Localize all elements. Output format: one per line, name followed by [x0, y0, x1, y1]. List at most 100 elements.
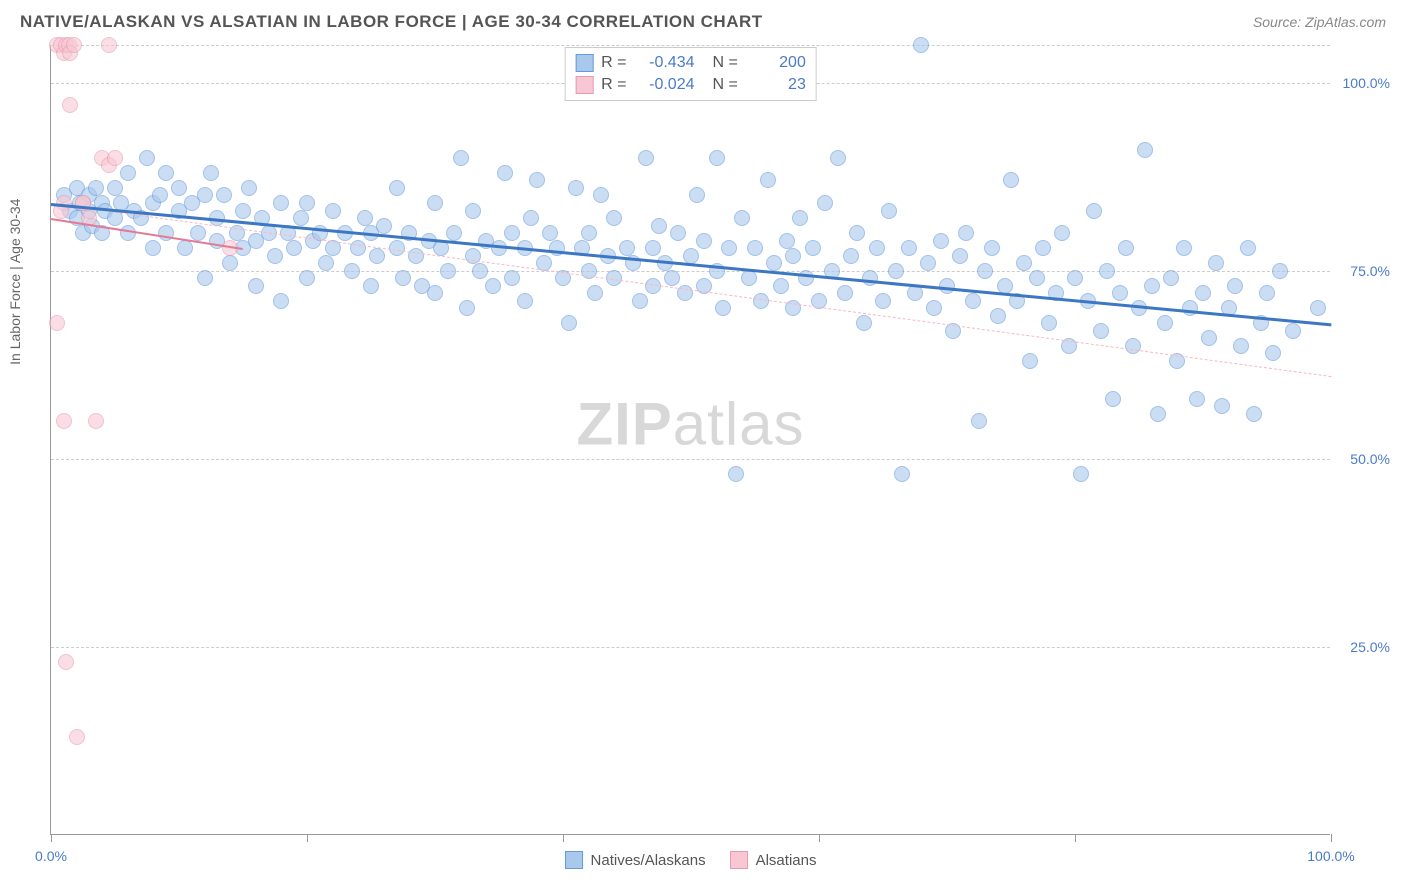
legend-n-label: N =: [713, 76, 738, 94]
data-point: [497, 165, 513, 181]
data-point: [766, 255, 782, 271]
data-point: [1137, 142, 1153, 158]
data-point: [408, 248, 424, 264]
chart-container: In Labor Force | Age 30-34 ZIPatlas R =-…: [50, 45, 1390, 835]
y-axis-label: In Labor Force | Age 30-34: [7, 199, 23, 365]
data-point: [606, 210, 622, 226]
legend-label: Natives/Alaskans: [591, 852, 706, 869]
data-point: [760, 172, 776, 188]
data-point: [459, 300, 475, 316]
data-point: [1016, 255, 1032, 271]
data-point: [990, 308, 1006, 324]
data-point: [325, 203, 341, 219]
data-point: [69, 729, 85, 745]
data-point: [869, 240, 885, 256]
data-point: [1214, 398, 1230, 414]
legend-n-label: N =: [713, 54, 738, 72]
data-point: [1118, 240, 1134, 256]
plot-area: ZIPatlas R =-0.434N =200R =-0.024N =23 N…: [50, 45, 1330, 835]
legend-swatch: [575, 76, 593, 94]
data-point: [107, 150, 123, 166]
data-point: [203, 165, 219, 181]
legend-r-value: -0.024: [635, 76, 695, 94]
data-point: [619, 240, 635, 256]
data-point: [645, 240, 661, 256]
data-point: [1246, 406, 1262, 422]
data-point: [920, 255, 936, 271]
legend-item: Alsatians: [730, 851, 817, 869]
data-point: [357, 210, 373, 226]
data-point: [350, 240, 366, 256]
data-point: [581, 225, 597, 241]
data-point: [773, 278, 789, 294]
data-point: [139, 150, 155, 166]
data-point: [88, 180, 104, 196]
data-point: [107, 180, 123, 196]
y-tick-label: 100.0%: [1335, 75, 1390, 91]
data-point: [664, 270, 680, 286]
y-tick-label: 50.0%: [1335, 451, 1390, 467]
gridline: [51, 459, 1330, 460]
gridline: [51, 647, 1330, 648]
data-point: [529, 172, 545, 188]
legend-label: Alsatians: [756, 852, 817, 869]
data-point: [1227, 278, 1243, 294]
data-point: [837, 285, 853, 301]
data-point: [1022, 353, 1038, 369]
data-point: [1157, 315, 1173, 331]
data-point: [875, 293, 891, 309]
data-point: [145, 240, 161, 256]
data-point: [856, 315, 872, 331]
data-point: [561, 315, 577, 331]
chart-header: NATIVE/ALASKAN VS ALSATIAN IN LABOR FORC…: [0, 0, 1406, 40]
data-point: [830, 150, 846, 166]
data-point: [56, 413, 72, 429]
data-point: [344, 263, 360, 279]
x-tick: [819, 834, 820, 842]
correlation-legend: R =-0.434N =200R =-0.024N =23: [564, 47, 817, 101]
legend-r-value: -0.434: [635, 54, 695, 72]
data-point: [785, 248, 801, 264]
x-tick: [51, 834, 52, 842]
data-point: [299, 195, 315, 211]
data-point: [1195, 285, 1211, 301]
data-point: [504, 270, 520, 286]
data-point: [894, 466, 910, 482]
data-point: [1176, 240, 1192, 256]
data-point: [1029, 270, 1045, 286]
data-point: [453, 150, 469, 166]
legend-swatch: [565, 851, 583, 869]
data-point: [984, 240, 1000, 256]
y-tick-label: 25.0%: [1335, 639, 1390, 655]
legend-swatch: [575, 54, 593, 72]
data-point: [427, 285, 443, 301]
data-point: [849, 225, 865, 241]
data-point: [817, 195, 833, 211]
data-point: [1259, 285, 1275, 301]
data-point: [440, 263, 456, 279]
data-point: [389, 180, 405, 196]
data-point: [273, 293, 289, 309]
data-point: [1144, 278, 1160, 294]
data-point: [235, 203, 251, 219]
data-point: [66, 37, 82, 53]
data-point: [1189, 391, 1205, 407]
data-point: [1125, 338, 1141, 354]
data-point: [120, 165, 136, 181]
data-point: [1054, 225, 1070, 241]
data-point: [241, 180, 257, 196]
x-tick: [563, 834, 564, 842]
data-point: [587, 285, 603, 301]
legend-row: R =-0.434N =200: [575, 52, 806, 74]
data-point: [369, 248, 385, 264]
data-point: [901, 240, 917, 256]
data-point: [504, 225, 520, 241]
data-point: [1105, 391, 1121, 407]
data-point: [952, 248, 968, 264]
x-tick: [307, 834, 308, 842]
data-point: [190, 225, 206, 241]
data-point: [971, 413, 987, 429]
data-point: [888, 263, 904, 279]
data-point: [542, 225, 558, 241]
data-point: [197, 187, 213, 203]
